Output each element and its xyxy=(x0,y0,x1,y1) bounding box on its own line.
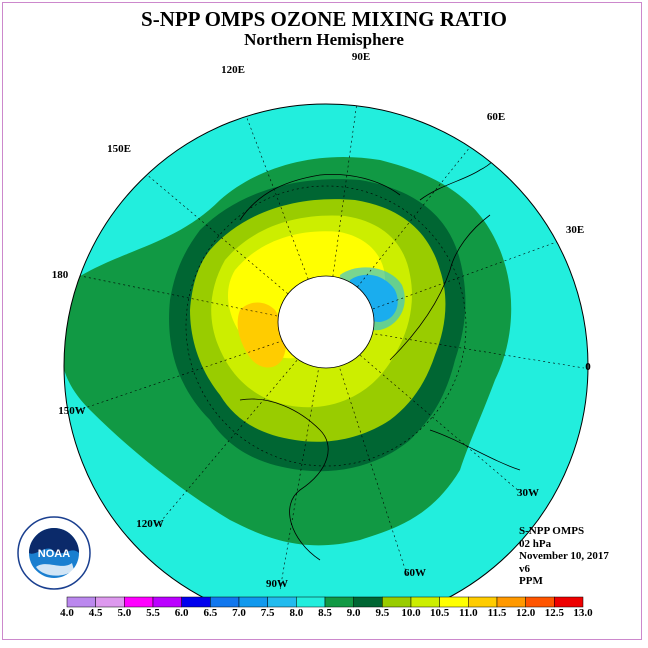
colorbar-swatch xyxy=(554,596,584,608)
colorbar-swatch xyxy=(410,596,440,608)
lon-label-120w: 120W xyxy=(136,518,164,530)
colorbar-tick-label: 6.5 xyxy=(203,607,218,619)
colorbar-tick-label: 11.0 xyxy=(459,607,478,619)
colorbar-tick-label: 10.0 xyxy=(401,607,421,619)
info-version: v6 xyxy=(519,562,530,575)
info-instrument: S-NPP OMPS xyxy=(519,525,585,537)
colorbar-swatch xyxy=(238,596,268,608)
colorbar-swatch xyxy=(66,596,96,608)
colorbar-swatch xyxy=(382,596,412,608)
colorbar-tick-label: 5.5 xyxy=(146,607,160,619)
lon-label-90w: 90W xyxy=(266,578,288,590)
colorbar-swatch xyxy=(210,596,240,608)
colorbar-tick-label: 12.5 xyxy=(544,607,564,619)
colorbar-swatch xyxy=(468,596,498,608)
colorbar-swatch xyxy=(267,596,297,608)
colorbar-tick-label: 9.5 xyxy=(375,607,390,619)
colorbar-swatch xyxy=(181,596,211,608)
lon-label-60w: 60W xyxy=(404,567,426,579)
lon-label-120e: 120E xyxy=(221,64,245,76)
noaa-logo: NOAA xyxy=(16,515,92,596)
colorbar-tick-label: 10.5 xyxy=(430,607,450,619)
lon-label-150w: 150W xyxy=(58,405,86,417)
colorbar-tick-label: 12.0 xyxy=(516,607,536,619)
lon-label-180: 180 xyxy=(52,269,69,281)
colorbar-swatch xyxy=(353,596,383,608)
info-level: 02 hPa xyxy=(519,537,552,550)
colorbar-tick-label: 5.0 xyxy=(117,607,132,619)
meridian-lines xyxy=(65,104,585,591)
figure-subtitle: Northern Hemisphere xyxy=(244,30,404,49)
info-date: November 10, 2017 xyxy=(519,550,609,562)
colorbar-tick-label: 7.0 xyxy=(232,607,246,619)
lon-label-0: 0 xyxy=(585,361,591,373)
latitude-circle xyxy=(185,185,467,467)
colorbar-tick-label: 8.5 xyxy=(318,607,332,619)
map-boundary xyxy=(63,103,589,600)
polar-night-no-data xyxy=(277,275,375,369)
colorbar-tick-label: 9.0 xyxy=(346,607,361,619)
colorbar-swatch xyxy=(496,596,526,608)
colorbar-tick-label: 13.0 xyxy=(573,607,593,619)
colorbar-tick-label: 11.5 xyxy=(487,607,507,619)
colorbar-swatch xyxy=(95,596,125,608)
figure-title: S-NPP OMPS OZONE MIXING RATIO xyxy=(141,7,507,31)
info-units: PPM xyxy=(519,575,543,587)
logo-text: NOAA xyxy=(38,548,70,560)
lon-label-30w: 30W xyxy=(517,487,539,499)
lon-label-90e: 90E xyxy=(352,51,370,63)
colorbar-swatch xyxy=(124,596,154,608)
colorbar-tick-label: 4.0 xyxy=(60,607,74,619)
colorbar-tick-label: 7.5 xyxy=(260,607,275,619)
figure-frame xyxy=(2,2,642,640)
colorbar-swatch xyxy=(324,596,354,608)
colorbar-swatch xyxy=(152,596,182,608)
info-block: S-NPP OMPS 02 hPa November 10, 2017 v6 P… xyxy=(519,525,609,588)
lon-label-150e: 150E xyxy=(107,143,131,155)
lon-label-60e: 60E xyxy=(487,111,505,123)
lon-label-30e: 30E xyxy=(566,224,584,236)
colorbar-tick-label: 8.0 xyxy=(289,607,304,619)
colorbar-tick-label: 4.5 xyxy=(88,607,103,619)
colorbar-swatch xyxy=(439,596,469,608)
colorbar-swatch xyxy=(296,596,326,608)
polar-map: 90E 60E 30E 0 30W 60W 90W 120W 150W 180 … xyxy=(52,51,591,600)
colorbar-tick-label: 6.0 xyxy=(174,607,189,619)
colorbar-swatch xyxy=(525,596,555,608)
contour-band-11.0 xyxy=(237,302,286,368)
